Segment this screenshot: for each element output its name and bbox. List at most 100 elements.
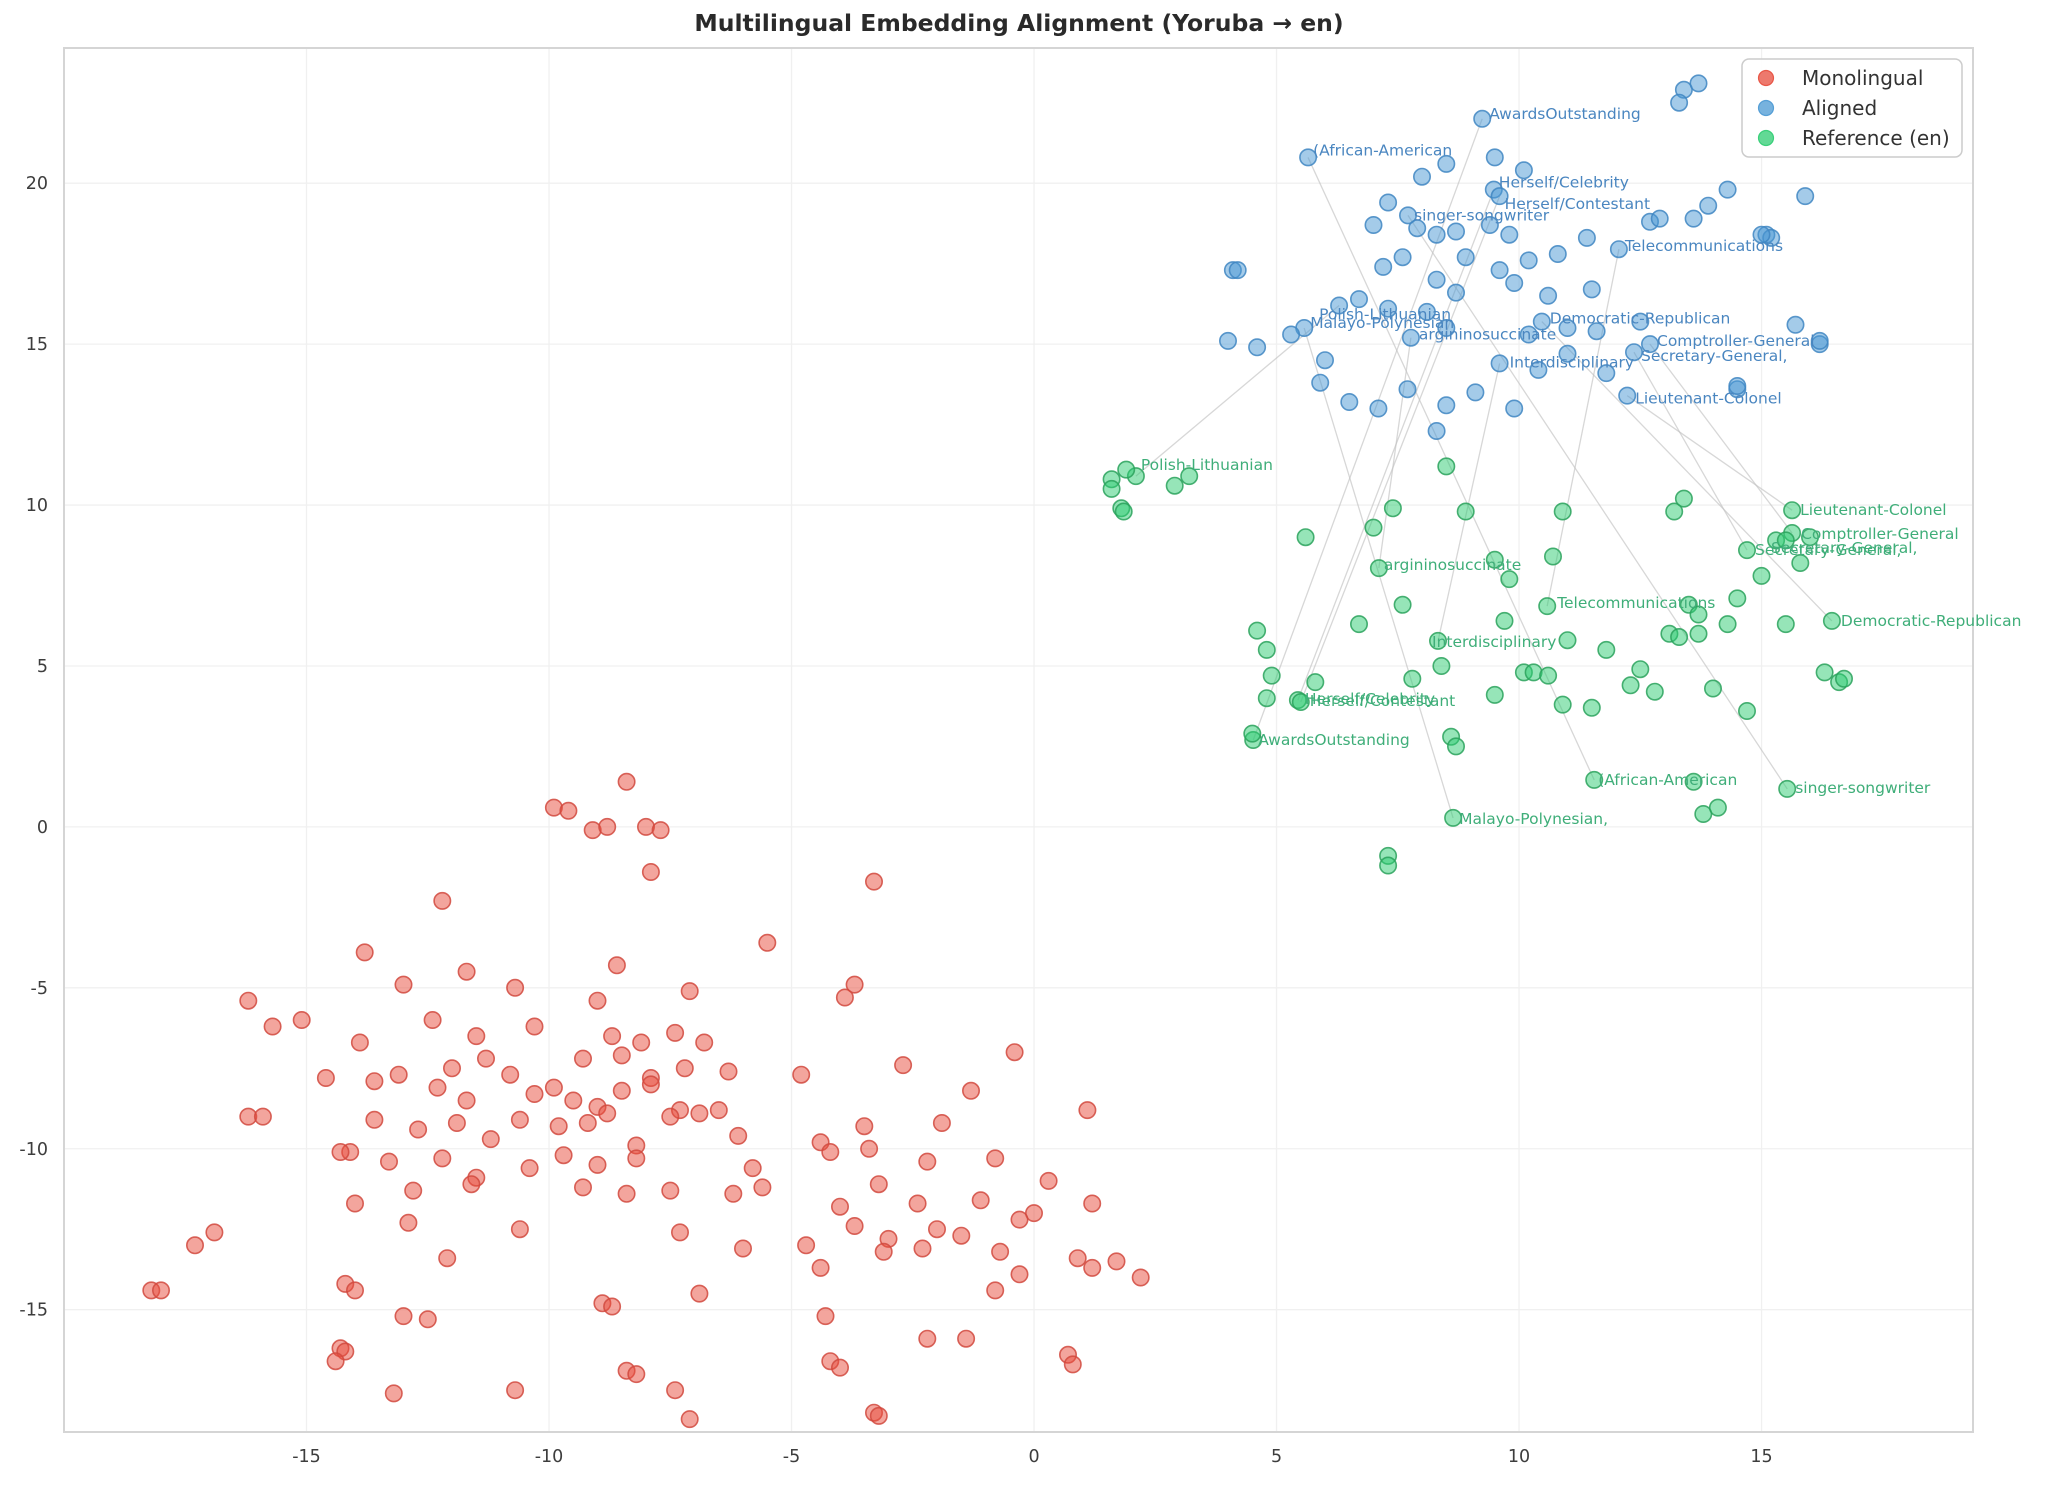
reference-point [1631,660,1650,679]
reference-point [1524,663,1543,682]
monolingual-point [462,1175,481,1194]
aligned-point [1650,209,1669,228]
reference-point [1114,502,1133,521]
aligned-point [1689,74,1708,93]
monolingual-point [394,1307,413,1326]
monolingual-point [612,1081,631,1100]
monolingual-point [603,1297,622,1316]
monolingual-point [733,1239,752,1258]
point-label: Comptroller-General [1801,525,1959,543]
monolingual-point [433,1149,452,1168]
point-label: Secretary-General, [1641,347,1788,365]
monolingual-point [384,1384,403,1403]
aligned-point [1597,364,1616,383]
reference-point [1432,656,1451,675]
monolingual-point [1078,1101,1097,1120]
reference-point [1538,597,1557,616]
aligned-point [1364,216,1383,235]
aligned-point [1399,206,1418,225]
aligned-point [1641,335,1660,354]
monolingual-point [918,1152,937,1171]
legend-box [1741,58,1963,158]
monolingual-point [525,1085,544,1104]
axis-tick-labels: -15 -10 -5 0 5 10 15 -15 -10 -5 0 5 10 15 20 [19,174,1772,1467]
aligned-point [1786,315,1805,334]
aligned-point [1228,261,1247,280]
monolingual-point [811,1258,830,1277]
aligned-point [1532,312,1551,331]
aligned-point [1485,148,1504,167]
alignment-line [1300,195,1501,703]
monolingual-point [442,1059,461,1078]
monolingual-point [641,1075,660,1094]
alignment-line [1541,321,1833,622]
y-tick-label: 0 [37,818,48,838]
aligned-points [1219,74,1829,440]
x-tick-label: 10 [1508,1447,1530,1467]
monolingual-point [510,1110,529,1129]
monolingual-point [666,1381,685,1400]
aligned-point [1519,325,1538,344]
monolingual-point [845,975,864,994]
monolingual-point [1107,1252,1126,1271]
reference-point [1822,611,1841,630]
monolingual-point [345,1281,364,1300]
aligned-point [1437,396,1456,415]
reference-point [1456,502,1475,521]
monolingual-point [404,1181,423,1200]
reference-point [1752,566,1771,585]
aligned-point [1427,421,1446,440]
aligned-point [1282,325,1301,344]
chart-title: Multilingual Embedding Alignment (Yoruba… [694,9,1343,37]
aligned-point [1609,240,1628,259]
point-label: Democratic-Republican [1841,612,2022,630]
monolingual-point [709,1101,728,1120]
alignment-line [1407,215,1788,790]
reference-point [1684,772,1703,791]
reference-point [1597,640,1616,659]
point-label: Herself/Celebrity [1305,690,1435,708]
monolingual-point [792,1065,811,1084]
aligned-point [1718,180,1737,199]
aligned-point [1582,280,1601,299]
monolingual-point [394,975,413,994]
monolingual-point [971,1191,990,1210]
monolingual-point [447,1114,466,1133]
aligned-point [1413,167,1432,186]
monolingual-point [932,1114,951,1133]
monolingual-point [350,1033,369,1052]
monolingual-point [588,991,607,1010]
reference-point [1582,698,1601,717]
aligned-point [1558,318,1577,337]
monolingual-point [1063,1355,1082,1374]
aligned-point [1447,283,1466,302]
aligned-point [1548,245,1567,264]
reference-point [1369,559,1388,578]
monolingual-points [142,772,1150,1429]
monolingual-point [564,1091,583,1110]
point-label: Lieutenant-Colonel [1800,501,1947,519]
monolingual-point [724,1184,743,1203]
monolingual-point [583,821,602,840]
aligned-point [1490,187,1509,206]
monolingual-point [457,1091,476,1110]
monolingual-point [549,1117,568,1136]
y-tick-label: -10 [19,1140,48,1160]
reference-point [1350,615,1369,634]
monolingual-point [239,991,258,1010]
reference-point [1364,518,1383,537]
aligned-point [1456,248,1475,267]
monolingual-point [690,1104,709,1123]
reference-point [1778,779,1797,798]
monolingual-point [186,1236,205,1255]
monolingual-point [869,1406,888,1425]
aligned-point [1519,251,1538,270]
aligned-point [1408,219,1427,238]
monolingual-point [719,1062,738,1081]
point-label: AwardsOutstanding [1258,731,1410,749]
x-tick-label: -10 [535,1447,564,1467]
point-label: argininosuccinate [1419,326,1556,344]
legend-label: Reference (en) [1802,126,1950,150]
reference-point [1495,611,1514,630]
